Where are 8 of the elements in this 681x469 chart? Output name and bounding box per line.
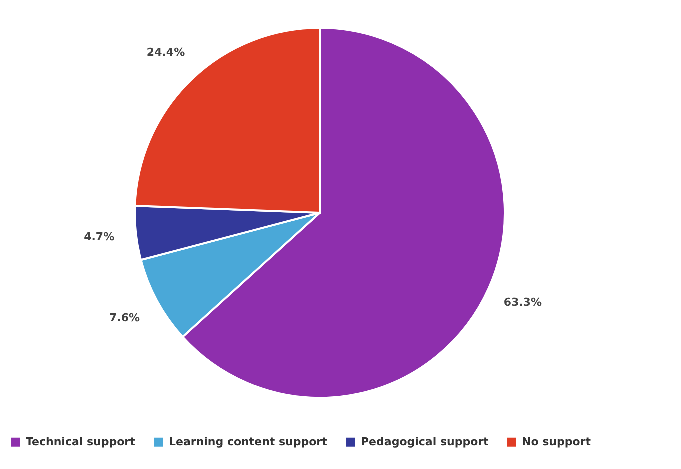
legend-label: Technical support <box>26 435 136 448</box>
data-label: 63.3% <box>504 296 542 310</box>
legend-label: Pedagogical support <box>361 435 489 448</box>
data-label: 4.7% <box>84 230 115 244</box>
data-label: 7.6% <box>110 312 140 325</box>
legend-label: No support <box>522 435 591 448</box>
legend-label: Learning content support <box>169 435 328 448</box>
data-label: 24.4% <box>146 46 186 60</box>
